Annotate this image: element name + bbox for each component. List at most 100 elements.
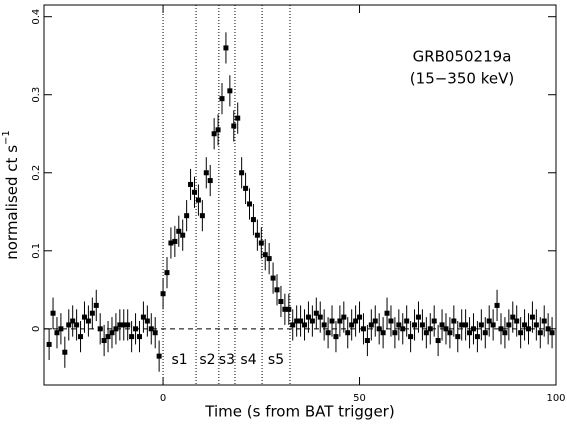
data-point bbox=[270, 275, 276, 281]
data-point bbox=[447, 330, 453, 336]
data-point bbox=[431, 318, 437, 324]
data-point bbox=[388, 318, 394, 324]
data-point bbox=[302, 322, 308, 328]
data-point bbox=[309, 318, 315, 324]
data-point bbox=[329, 318, 335, 324]
data-point bbox=[117, 322, 123, 328]
data-point bbox=[227, 88, 233, 94]
data-point bbox=[81, 314, 87, 320]
data-point bbox=[74, 322, 80, 328]
y-axis-label-superscript: −1 bbox=[1, 130, 12, 145]
data-point bbox=[286, 306, 292, 312]
data-point bbox=[133, 326, 139, 332]
data-point bbox=[235, 115, 241, 121]
data-point bbox=[494, 302, 500, 308]
data-point bbox=[89, 310, 95, 316]
data-point bbox=[427, 326, 433, 332]
data-point bbox=[400, 326, 406, 332]
y-tick-label: 0 bbox=[31, 326, 42, 332]
data-point bbox=[404, 318, 410, 324]
data-point bbox=[164, 270, 170, 276]
segment-label: s2 bbox=[199, 352, 215, 368]
data-point bbox=[176, 228, 182, 234]
data-point bbox=[419, 322, 425, 328]
data-point bbox=[384, 310, 390, 316]
data-point bbox=[136, 334, 142, 340]
x-axis-label: Time (s from BAT trigger) bbox=[204, 403, 394, 421]
data-point bbox=[490, 322, 496, 328]
data-point bbox=[50, 310, 56, 316]
data-point bbox=[109, 330, 115, 336]
data-point bbox=[180, 232, 186, 238]
data-point bbox=[451, 318, 457, 324]
data-point bbox=[439, 322, 445, 328]
data-point bbox=[243, 185, 249, 191]
data-point bbox=[408, 334, 414, 340]
data-point bbox=[380, 330, 386, 336]
data-point bbox=[215, 127, 221, 133]
data-point bbox=[337, 318, 343, 324]
data-point bbox=[305, 314, 311, 320]
data-point bbox=[172, 238, 178, 244]
data-point bbox=[239, 170, 245, 176]
data-point bbox=[195, 197, 201, 203]
x-tick-label: 100 bbox=[546, 393, 565, 404]
data-point bbox=[266, 256, 272, 262]
data-point bbox=[549, 330, 555, 336]
data-point bbox=[518, 330, 524, 336]
data-point bbox=[529, 314, 535, 320]
segment-label: s3 bbox=[219, 352, 235, 368]
data-point bbox=[129, 334, 135, 340]
data-point bbox=[415, 314, 421, 320]
data-point bbox=[211, 131, 217, 137]
data-point bbox=[188, 181, 194, 187]
data-point bbox=[113, 326, 119, 332]
y-tick-label: 0.4 bbox=[31, 9, 42, 25]
data-point bbox=[278, 299, 284, 305]
data-point bbox=[321, 322, 327, 328]
data-point bbox=[191, 189, 197, 195]
segment-label: s1 bbox=[171, 352, 187, 368]
data-point bbox=[62, 349, 68, 355]
data-point bbox=[364, 338, 370, 344]
data-point bbox=[58, 326, 64, 332]
data-point bbox=[148, 326, 154, 332]
data-point bbox=[470, 326, 476, 332]
data-point bbox=[506, 322, 512, 328]
y-tick-label: 0.3 bbox=[31, 87, 42, 103]
data-point bbox=[168, 240, 174, 246]
data-point bbox=[313, 310, 319, 316]
data-point bbox=[105, 334, 111, 340]
data-point bbox=[54, 330, 60, 336]
data-point bbox=[502, 330, 508, 336]
data-point bbox=[357, 314, 363, 320]
data-point bbox=[522, 322, 528, 328]
data-point bbox=[258, 240, 264, 246]
data-point bbox=[372, 318, 378, 324]
data-point bbox=[160, 291, 166, 297]
data-point bbox=[290, 322, 296, 328]
data-point bbox=[66, 322, 72, 328]
data-point bbox=[223, 45, 229, 51]
segment-label: s4 bbox=[240, 352, 256, 368]
data-point bbox=[498, 326, 504, 332]
data-point bbox=[250, 217, 256, 223]
y-tick-label: 0.1 bbox=[31, 243, 42, 259]
data-point bbox=[423, 330, 429, 336]
data-point bbox=[396, 322, 402, 328]
data-point bbox=[70, 318, 76, 324]
data-point bbox=[93, 302, 99, 308]
data-point bbox=[510, 314, 516, 320]
data-point bbox=[459, 322, 465, 328]
data-point bbox=[514, 318, 520, 324]
y-tick-label: 0.2 bbox=[31, 165, 42, 181]
data-point bbox=[486, 318, 492, 324]
data-point bbox=[545, 326, 551, 332]
data-point bbox=[78, 334, 84, 340]
data-point bbox=[341, 314, 347, 320]
data-point bbox=[368, 322, 374, 328]
y-axis-label: normalised ct s−1 bbox=[1, 130, 21, 260]
data-point bbox=[525, 326, 531, 332]
data-point bbox=[353, 318, 359, 324]
chart-subtitle: (15−350 keV) bbox=[410, 70, 514, 88]
